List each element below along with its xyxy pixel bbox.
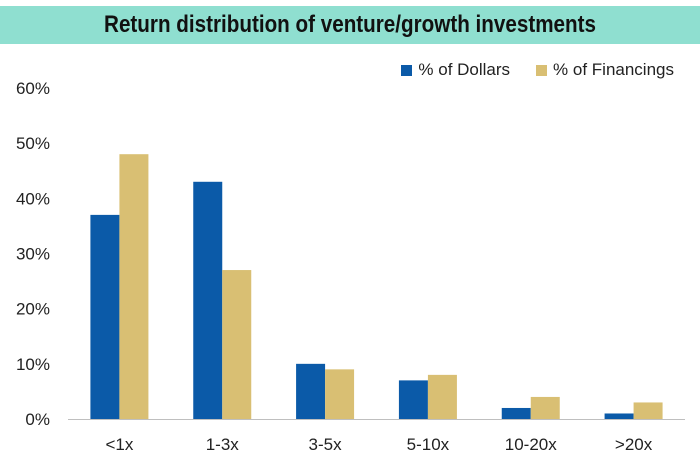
chart-title: Return distribution of venture/growth in… <box>104 11 596 38</box>
bar-dollars <box>193 181 223 419</box>
y-tick-label: 50% <box>16 134 50 153</box>
y-tick-label: 10% <box>16 355 50 374</box>
bar-dollars <box>296 363 326 419</box>
y-tick-label: 0% <box>25 410 50 429</box>
x-tick-label: 1-3x <box>206 435 240 454</box>
bar-dollars <box>604 413 634 419</box>
bar-financings <box>325 369 355 419</box>
x-tick-label: >20x <box>615 435 653 454</box>
bar-financings <box>119 154 149 419</box>
bar-financings <box>222 270 252 419</box>
bar-dollars <box>398 380 428 419</box>
chart-legend: % of Dollars % of Financings <box>401 60 674 80</box>
x-tick-label: 3-5x <box>309 435 343 454</box>
y-tick-label: 40% <box>16 189 50 208</box>
bar-financings <box>427 374 457 419</box>
x-tick-label: <1x <box>105 435 133 454</box>
bar-dollars <box>501 407 531 419</box>
bar-dollars <box>90 214 120 419</box>
bar-financings <box>530 396 560 419</box>
x-tick-label: 5-10x <box>407 435 450 454</box>
bar-financings <box>633 402 663 419</box>
y-tick-label: 30% <box>16 245 50 264</box>
legend-label-dollars: % of Dollars <box>418 60 511 79</box>
legend-label-financings: % of Financings <box>553 60 674 79</box>
legend-swatch-dollars <box>401 64 413 76</box>
legend-item-financings: % of Financings <box>536 60 674 80</box>
legend-item-dollars: % of Dollars <box>401 60 510 80</box>
legend-swatch-financings <box>536 64 548 76</box>
y-tick-label: 20% <box>16 300 50 319</box>
y-tick-label: 60% <box>16 79 50 98</box>
x-tick-label: 10-20x <box>505 435 557 454</box>
chart-title-bar: Return distribution of venture/growth in… <box>0 6 700 44</box>
